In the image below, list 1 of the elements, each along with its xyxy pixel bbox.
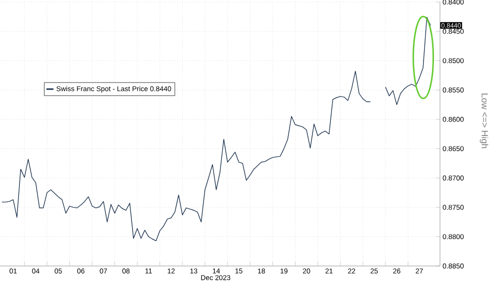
text: Low <=> High bbox=[480, 94, 488, 148]
